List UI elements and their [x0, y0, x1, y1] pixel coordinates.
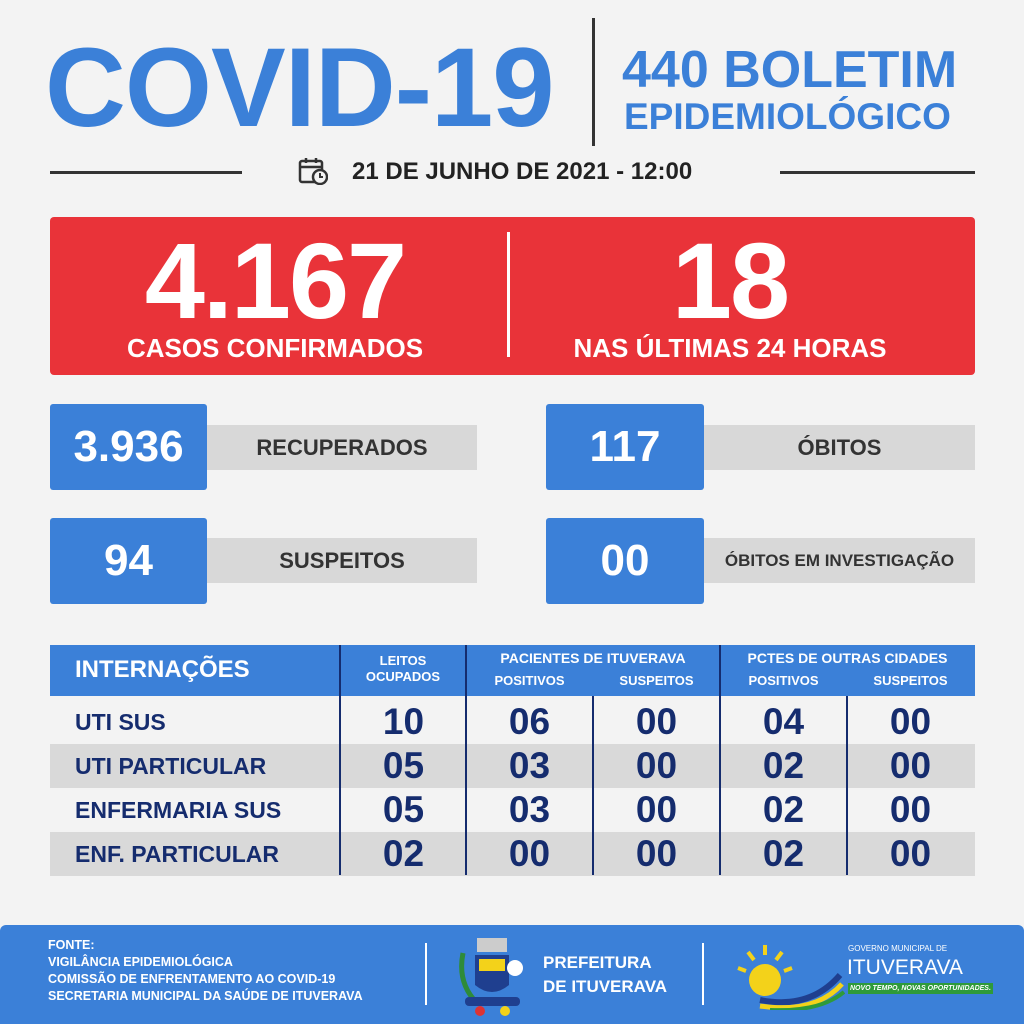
table-cell: 00	[889, 789, 932, 830]
calendar-clock-icon	[298, 158, 328, 185]
column-divider	[592, 696, 594, 875]
confirmed-count: 4.167	[144, 220, 407, 341]
table-cell: 00	[635, 833, 678, 874]
gov-line1: GOVERNO MUNICIPAL DE	[848, 944, 948, 953]
table-row: ENFERMARIA SUS 05 03 00 02 00	[50, 788, 975, 832]
table-cell: 02	[762, 745, 805, 786]
deaths-investigation-label: ÓBITOS EM INVESTIGAÇÃO	[704, 538, 975, 583]
divider	[507, 232, 510, 357]
table-header: INTERNAÇÕES LEITOS OCUPADOS PACIENTES DE …	[50, 645, 975, 696]
positivos-header: POSITIVOS	[748, 673, 819, 688]
column-divider	[846, 696, 848, 875]
divider	[702, 943, 704, 1005]
table-cell: 00	[635, 701, 678, 742]
source-title: FONTE:	[48, 938, 95, 952]
page-title: COVID-19	[45, 25, 555, 150]
table-row: UTI PARTICULAR 05 03 00 02 00	[50, 744, 975, 788]
gov-line2: ITUVERAVA	[847, 956, 963, 979]
group-other-cities-header: PCTES DE OUTRAS CIDADES	[747, 650, 948, 666]
table-cell: 06	[508, 701, 551, 742]
city-coat-of-arms-logo	[459, 938, 523, 1016]
suspected-label: SUSPEITOS	[207, 538, 477, 583]
sun-logo	[737, 945, 845, 1010]
row-label: UTI PARTICULAR	[75, 753, 267, 779]
recovered-count: 3.936	[50, 404, 207, 490]
column-divider	[465, 645, 467, 875]
row-label: ENF. PARTICULAR	[75, 841, 280, 867]
table-cell: 00	[889, 745, 932, 786]
bulletin-subtitle: EPIDEMIOLÓGICO	[624, 96, 951, 137]
confirmed-label: CASOS CONFIRMADOS	[126, 333, 424, 363]
bulletin-number: 440 BOLETIM	[622, 41, 958, 99]
source-item: COMISSÃO DE ENFRENTAMENTO AO COVID-19	[48, 972, 336, 986]
table-row: UTI SUS 10 06 00 04 00	[50, 700, 975, 744]
recovered-label: RECUPERADOS	[207, 425, 477, 470]
source-item: VIGILÂNCIA EPIDEMIOLÓGICA	[48, 955, 233, 969]
gov-slogan: NOVO TEMPO, NOVAS OPORTUNIDADES.	[848, 983, 993, 994]
deaths-investigation-count: 00	[546, 518, 704, 604]
table-cell: 00	[508, 833, 551, 874]
table-cell: 05	[382, 745, 425, 786]
row-label: ENFERMARIA SUS	[75, 797, 282, 823]
suspected-count: 94	[50, 518, 207, 604]
table-cell: 02	[762, 833, 805, 874]
prefeitura-line2: DE ITUVERAVA	[543, 977, 668, 996]
table-cell: 02	[382, 833, 425, 874]
column-divider	[719, 645, 721, 875]
table-title: INTERNAÇÕES	[75, 656, 250, 683]
row-label: UTI SUS	[75, 709, 166, 735]
table-cell: 00	[635, 745, 678, 786]
table-cell: 04	[762, 701, 805, 742]
table-cell: 00	[889, 701, 932, 742]
suspeitos-header: SUSPEITOS	[619, 673, 694, 688]
table-cell: 03	[508, 745, 551, 786]
last24-count: 18	[671, 220, 790, 341]
footer: FONTE: VIGILÂNCIA EPIDEMIOLÓGICA COMISSÃ…	[0, 925, 1024, 1024]
table-cell: 05	[382, 789, 425, 830]
table-cell: 00	[889, 833, 932, 874]
divider	[425, 943, 427, 1005]
divider	[780, 171, 975, 174]
deaths-label: ÓBITOS	[704, 425, 975, 470]
divider	[592, 18, 595, 146]
bulletin-date: 21 DE JUNHO DE 2021 - 12:00	[352, 158, 693, 185]
table-cell: 00	[635, 789, 678, 830]
table-cell: 03	[508, 789, 551, 830]
suspeitos-header: SUSPEITOS	[873, 673, 948, 688]
source-item: SECRETARIA MUNICIPAL DA SAÚDE DE ITUVERA…	[48, 989, 363, 1003]
table-row: ENF. PARTICULAR 02 00 00 02 00	[50, 832, 975, 876]
positivos-header: POSITIVOS	[494, 673, 565, 688]
deaths-count: 117	[546, 404, 704, 490]
table-cell: 10	[382, 701, 425, 742]
last24-label: NAS ÚLTIMAS 24 HORAS	[573, 333, 887, 363]
table-cell: 02	[762, 789, 805, 830]
group-ituverava-header: PACIENTES DE ITUVERAVA	[500, 650, 686, 666]
leitos-header: LEITOS OCUPADOS	[340, 653, 466, 685]
column-divider	[339, 645, 341, 875]
prefeitura-line1: PREFEITURA	[543, 953, 652, 972]
divider	[50, 171, 242, 174]
leitos-line2: OCUPADOS	[365, 669, 441, 684]
prefeitura-label: PREFEITURA DE ITUVERAVA	[543, 951, 667, 999]
leitos-line1: LEITOS	[379, 653, 427, 668]
confirmed-cases-panel: 4.167 CASOS CONFIRMADOS 18 NAS ÚLTIMAS 2…	[50, 217, 975, 375]
